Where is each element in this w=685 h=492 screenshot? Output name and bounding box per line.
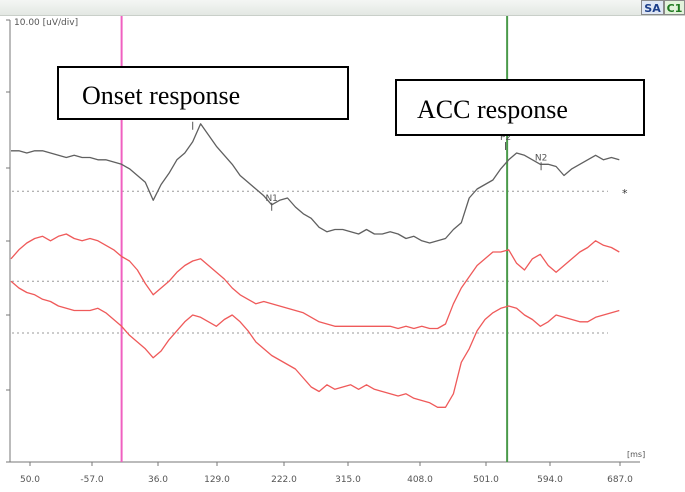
- y-scale-label: 10.00 [uV/div]: [14, 18, 78, 28]
- c1-badge[interactable]: C1: [664, 0, 685, 15]
- x-tick-label: 50.0: [20, 475, 40, 485]
- baseline-asterisk: *: [622, 187, 628, 200]
- x-tick-label: 36.0: [148, 475, 168, 485]
- onset-response-annotation: Onset response: [57, 66, 349, 120]
- top-toolbar: SA C1: [0, 0, 685, 16]
- waveform-trace-3: [10, 280, 620, 408]
- x-unit-label: [ms]: [627, 450, 645, 459]
- y-axis-ticks: [6, 19, 10, 463]
- waveform-trace-2: [10, 233, 620, 330]
- peak-label-p2: P2: [500, 133, 511, 143]
- peak-label-n2: N2: [535, 153, 547, 163]
- x-tick-label: 129.0: [204, 475, 230, 485]
- x-tick-label: -57.0: [80, 475, 104, 485]
- x-tick-label: 408.0: [407, 475, 433, 485]
- peak-label-n1: N1: [265, 194, 277, 204]
- baselines: [12, 190, 608, 334]
- waveform-traces: [10, 123, 620, 408]
- x-tick-label: 222.0: [271, 475, 297, 485]
- x-tick-label: 687.0: [607, 475, 633, 485]
- x-tick-label: 315.0: [335, 475, 361, 485]
- x-tick-label: 594.0: [537, 475, 563, 485]
- x-axis-tick-labels: 50.0 -57.0 36.0 129.0 222.0 315.0 408.0 501.0 59…: [20, 462, 633, 485]
- acc-response-annotation: ACC response: [395, 79, 645, 136]
- waveform-trace-1: [11, 123, 620, 244]
- x-tick-label: 501.0: [473, 475, 499, 485]
- sa-badge[interactable]: SA: [641, 0, 664, 15]
